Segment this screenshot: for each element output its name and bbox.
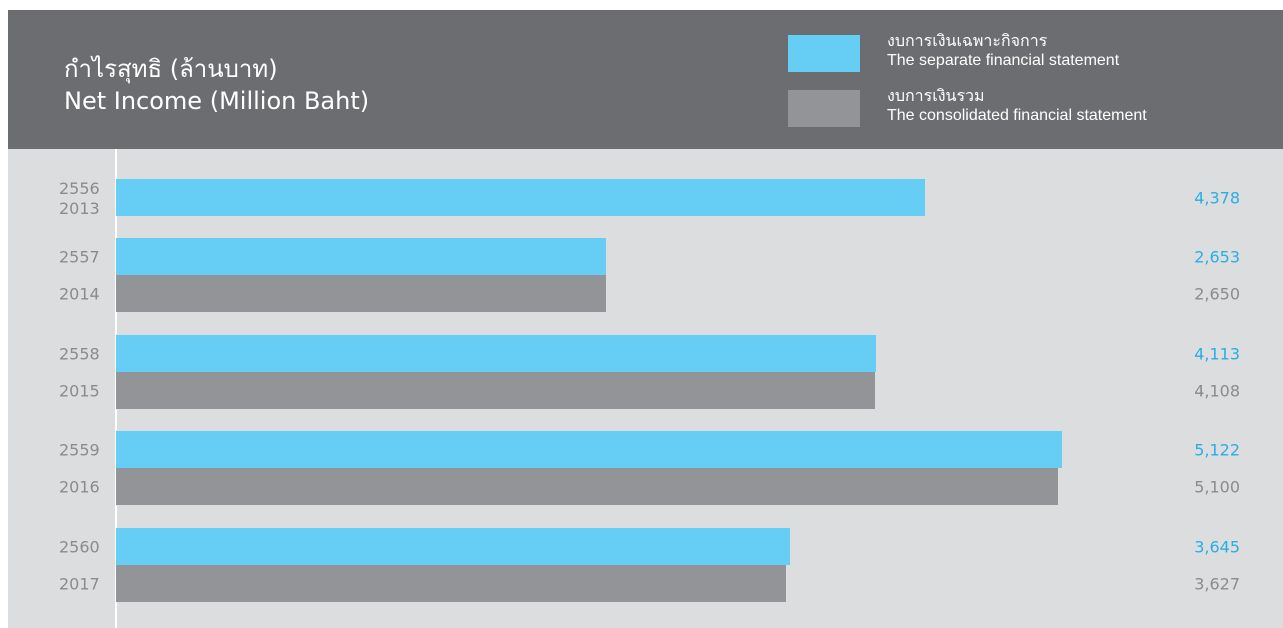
category-label-ce-2017: 2017: [59, 575, 100, 594]
legend-label-consolidated-english: The consolidated financial statement: [887, 107, 1147, 124]
value-label-consolidated-2016: 5,100: [1194, 478, 1240, 497]
category-label-ce-2015: 2015: [59, 382, 100, 401]
value-label-separate-2016: 5,122: [1194, 441, 1240, 460]
bar-separate-2013: [116, 179, 925, 216]
category-label-be-2558: 2558: [59, 345, 100, 364]
legend-swatch-separate: [788, 35, 860, 72]
legend-label-separate-english: The separate financial statement: [887, 52, 1120, 69]
legend-swatch-consolidated: [788, 90, 860, 127]
value-label-separate-2013: 4,378: [1194, 189, 1240, 208]
category-label-be-2557: 2557: [59, 248, 100, 267]
bar-separate-2015: [116, 335, 876, 372]
value-label-consolidated-2017: 3,627: [1194, 575, 1240, 594]
value-label-consolidated-2014: 2,650: [1194, 285, 1240, 304]
legend-label-separate-thai: งบการเงินเฉพาะกิจการ: [887, 33, 1048, 50]
category-label-ce-2013: 2013: [59, 199, 100, 218]
category-label-be-2559: 2559: [59, 441, 100, 460]
bar-consolidated-2016: [116, 468, 1058, 505]
bar-consolidated-2014: [116, 275, 606, 312]
value-label-separate-2015: 4,113: [1194, 345, 1240, 364]
category-label-ce-2016: 2016: [59, 478, 100, 497]
value-label-separate-2017: 3,645: [1194, 538, 1240, 557]
legend-label-consolidated-thai: งบการเงินรวม: [887, 88, 985, 105]
chart-title-thai: กำไรสุทธิ (ล้านบาท): [64, 55, 278, 83]
value-label-consolidated-2015: 4,108: [1194, 382, 1240, 401]
bar-consolidated-2015: [116, 372, 875, 409]
category-label-be-2560: 2560: [59, 538, 100, 557]
category-label-be-2556: 2556: [59, 179, 100, 198]
bar-separate-2014: [116, 238, 606, 275]
bar-separate-2016: [116, 431, 1062, 468]
chart-header: กำไรสุทธิ (ล้านบาท) Net Income (Million …: [8, 10, 1283, 149]
chart-title-english: Net Income (Million Baht): [64, 87, 370, 115]
bar-consolidated-2017: [116, 565, 786, 602]
bar-separate-2017: [116, 528, 790, 565]
value-label-separate-2014: 2,653: [1194, 248, 1240, 267]
category-label-ce-2014: 2014: [59, 285, 100, 304]
